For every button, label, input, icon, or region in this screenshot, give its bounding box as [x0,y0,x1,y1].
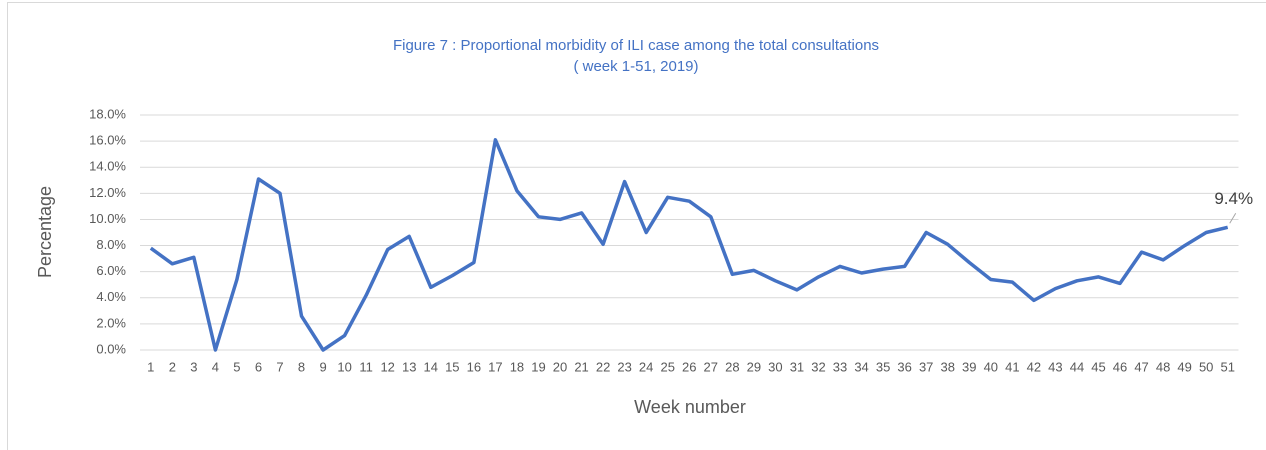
x-tick-label: 9 [319,359,326,374]
x-tick-label: 27 [704,359,718,374]
x-tick-label: 7 [276,359,283,374]
x-tick-label: 8 [298,359,305,374]
x-tick-label: 46 [1113,359,1127,374]
x-tick-label: 5 [233,359,240,374]
y-tick-label: 4.0% [96,289,126,304]
y-tick-label: 8.0% [96,237,126,252]
x-tick-label: 40 [984,359,998,374]
x-tick-label: 38 [940,359,954,374]
x-tick-label: 31 [790,359,804,374]
y-tick-label: 18.0% [89,106,126,121]
y-tick-label: 6.0% [96,263,126,278]
x-tick-label: 18 [510,359,524,374]
x-axis-label: Week number [634,397,746,417]
x-tick-label: 4 [212,359,219,374]
x-tick-label: 20 [553,359,567,374]
x-tick-label: 13 [402,359,416,374]
x-tick-label: 49 [1177,359,1191,374]
x-tick-label: 12 [380,359,394,374]
leader-line [1229,213,1237,224]
x-tick-label: 22 [596,359,610,374]
x-tick-label: 44 [1070,359,1084,374]
x-tick-label: 50 [1199,359,1213,374]
x-tick-label: 48 [1156,359,1170,374]
y-tick-label: 14.0% [89,159,126,174]
x-tick-label: 23 [617,359,631,374]
chart-title: Figure 7 : Proportional morbidity of ILI… [393,37,879,54]
x-tick-label: 6 [255,359,262,374]
y-tick-label: 12.0% [89,185,126,200]
x-tick-label: 2 [169,359,176,374]
x-tick-label: 39 [962,359,976,374]
x-tick-label: 32 [811,359,825,374]
x-tick-label: 15 [445,359,459,374]
x-tick-label: 41 [1005,359,1019,374]
x-tick-label: 37 [919,359,933,374]
x-tick-label: 16 [467,359,481,374]
x-tick-label: 43 [1048,359,1062,374]
x-tick-label: 10 [337,359,351,374]
x-tick-label: 25 [660,359,674,374]
x-tick-label: 11 [359,359,373,374]
x-tick-label: 45 [1091,359,1105,374]
x-tick-label: 19 [531,359,545,374]
x-tick-label: 21 [574,359,588,374]
x-tick-label: 30 [768,359,782,374]
x-tick-label: 14 [424,359,438,374]
x-tick-label: 33 [833,359,847,374]
y-tick-label: 0.0% [96,341,126,356]
x-tick-label: 34 [854,359,868,374]
x-tick-label: 35 [876,359,890,374]
x-tick-label: 1 [147,359,154,374]
line [149,138,1229,352]
x-tick-label: 3 [190,359,197,374]
chart-subtitle: ( week 1-51, 2019) [573,58,698,75]
chart-border [7,2,1266,450]
x-tick-label: 36 [897,359,911,374]
y-tick-label: 16.0% [89,133,126,148]
x-tick-label: 42 [1027,359,1041,374]
y-axis-label: Percentage [35,186,55,278]
y-tick-label: 2.0% [96,315,126,330]
x-tick-label: 28 [725,359,739,374]
x-tick-label: 29 [747,359,761,374]
x-tick-label: 26 [682,359,696,374]
y-tick-label: 10.0% [89,211,126,226]
x-tick-label: 17 [488,359,502,374]
x-tick-label: 47 [1134,359,1148,374]
data-label: 9.4% [1214,189,1253,208]
x-tick-label: 51 [1220,359,1234,374]
x-tick-label: 24 [639,359,653,374]
